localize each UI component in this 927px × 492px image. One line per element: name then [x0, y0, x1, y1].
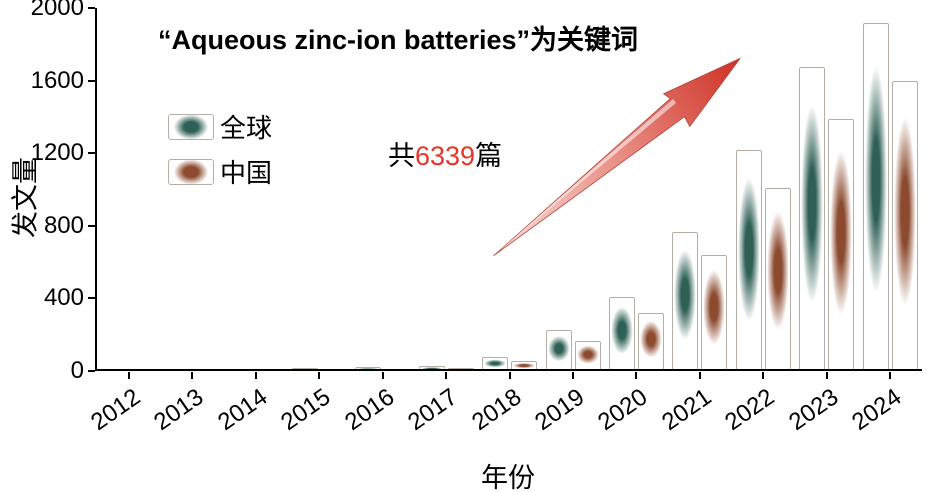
legend-label-china: 中国	[220, 158, 273, 188]
bar-china-2022	[764, 188, 791, 371]
bar-global-2018	[482, 357, 508, 371]
y-tick-label: 400	[43, 284, 84, 312]
bar-china-2013	[193, 369, 220, 371]
y-tick-label: 800	[43, 211, 84, 239]
x-tick	[698, 372, 701, 379]
y-tick-label: 1200	[30, 139, 84, 167]
x-tick-label-2012: 2012	[85, 383, 146, 437]
legend-label-global: 全球	[220, 113, 273, 143]
bar-china-2017	[447, 368, 474, 371]
x-tick	[127, 372, 130, 379]
x-tick-label-2014: 2014	[212, 383, 272, 437]
y-tick	[88, 297, 95, 300]
y-tick-label: 0	[70, 357, 84, 384]
bar-global-2014	[228, 369, 255, 371]
y-tick	[88, 152, 95, 155]
total-count-annotation: 共6339篇	[388, 134, 502, 173]
y-tick	[88, 224, 95, 227]
bar-global-2017	[418, 366, 445, 371]
bar-global-2016	[355, 367, 382, 371]
x-tick-label-2016: 2016	[339, 383, 399, 437]
bar-china-2024	[891, 81, 918, 371]
y-tick	[88, 7, 95, 9]
bar-global-2023	[799, 67, 826, 371]
x-tick-label-2023: 2023	[783, 383, 844, 437]
bar-china-2020	[637, 313, 664, 371]
plot-area	[97, 8, 922, 371]
x-tick-label-2020: 2020	[593, 383, 653, 437]
y-tick	[88, 370, 95, 372]
y-tick	[88, 79, 95, 82]
bar-china-2016	[384, 369, 411, 371]
x-tick	[318, 372, 321, 379]
legend-swatch-china	[168, 158, 214, 185]
bar-global-2013	[164, 369, 191, 371]
x-tick-label-2013: 2013	[149, 383, 209, 437]
x-tick	[889, 372, 892, 379]
bar-global-2012	[101, 369, 128, 371]
bar-china-2023	[828, 119, 855, 371]
y-tick-label: 1600	[30, 66, 84, 94]
x-tick	[508, 372, 511, 379]
y-tick-label: 2000	[30, 0, 84, 21]
x-tick-label-2015: 2015	[276, 383, 336, 437]
bar-global-2021	[672, 232, 699, 371]
bar-china-2015	[320, 369, 347, 371]
x-tick-label-2018: 2018	[466, 383, 526, 437]
x-tick	[254, 372, 257, 379]
count-value: 6339	[415, 141, 476, 171]
bar-china-2021	[701, 255, 728, 371]
x-tick-label-2021: 2021	[656, 383, 717, 437]
legend: 全球 中国	[168, 108, 272, 190]
x-tick	[762, 372, 765, 379]
x-tick-label-2019: 2019	[530, 383, 590, 437]
legend-item-china: 中国	[168, 153, 272, 190]
x-tick-label-2017: 2017	[403, 383, 463, 437]
x-tick	[571, 372, 574, 379]
x-tick	[381, 372, 384, 379]
bar-china-2019	[574, 341, 601, 371]
bar-global-2024	[862, 23, 889, 371]
x-tick	[191, 372, 194, 379]
x-axis-title: 年份	[481, 463, 535, 492]
x-tick-label-2022: 2022	[720, 383, 780, 437]
chart-title: “Aqueous zinc-ion batteries”为关键词	[158, 25, 639, 55]
bar-global-2020	[608, 297, 635, 371]
x-tick	[635, 372, 638, 379]
x-tick	[445, 372, 448, 379]
bar-global-2019	[545, 330, 572, 371]
x-tick	[825, 372, 828, 379]
bar-china-2012	[130, 369, 157, 371]
count-prefix: 共	[388, 141, 415, 171]
bar-global-2015	[291, 368, 318, 371]
legend-swatch-global	[168, 113, 214, 140]
legend-item-global: 全球	[168, 108, 272, 145]
x-tick-label-2024: 2024	[847, 383, 907, 437]
bar-global-2022	[735, 150, 762, 371]
bar-china-2018	[511, 361, 537, 371]
bar-china-2014	[257, 369, 284, 371]
